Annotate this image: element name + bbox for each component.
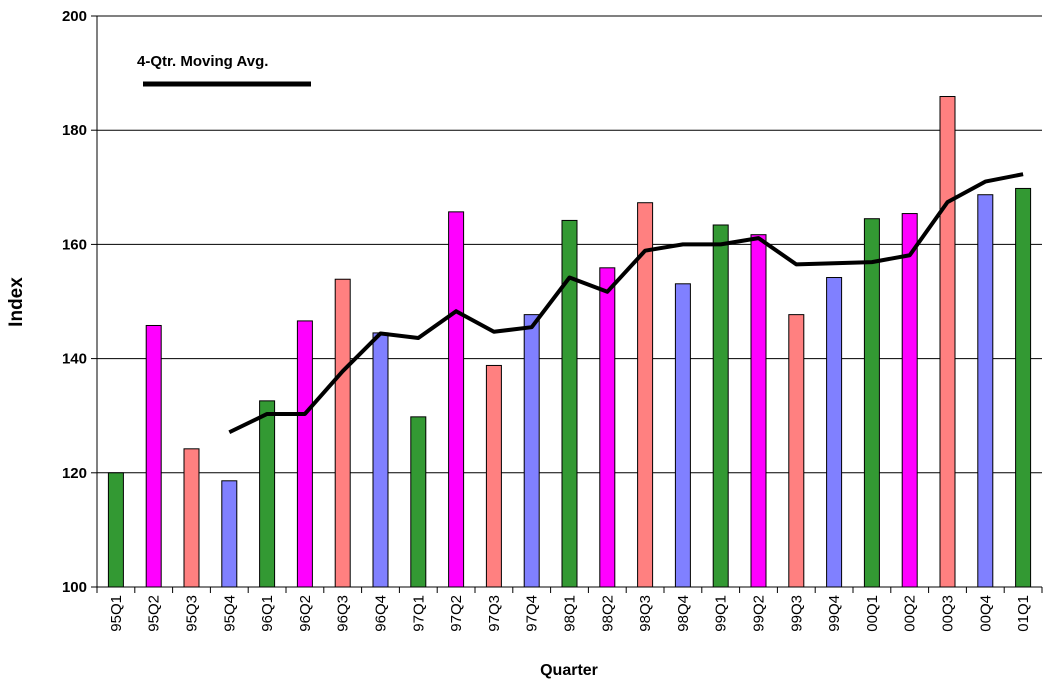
bar bbox=[221, 480, 238, 588]
bar bbox=[901, 213, 918, 588]
bar bbox=[296, 320, 313, 588]
x-tick-label: 95Q2 bbox=[146, 595, 163, 632]
y-tick-label: 120 bbox=[62, 465, 87, 482]
x-axis-label: Quarter bbox=[540, 662, 598, 679]
x-tick-label: 96Q3 bbox=[335, 595, 352, 632]
line bbox=[228, 172, 1024, 435]
y-tick-label: 100 bbox=[62, 579, 87, 596]
bar bbox=[939, 96, 956, 588]
bar bbox=[485, 364, 502, 588]
bar bbox=[334, 278, 351, 588]
x-tick-label: 00Q4 bbox=[977, 595, 994, 632]
bar bbox=[183, 448, 200, 588]
y-tick-label: 140 bbox=[62, 351, 87, 368]
x-tick-label: 96Q4 bbox=[373, 595, 390, 632]
y-tick-label: 180 bbox=[62, 122, 87, 139]
x-tick-label: 01Q1 bbox=[1015, 595, 1032, 632]
bar bbox=[750, 234, 767, 588]
x-tick-label: 97Q2 bbox=[448, 595, 465, 632]
x-tick-label: 00Q1 bbox=[864, 595, 881, 632]
x-tick-label: 99Q3 bbox=[788, 595, 805, 632]
bar bbox=[1015, 187, 1032, 588]
bar bbox=[107, 472, 124, 588]
x-tick-label: 96Q1 bbox=[259, 595, 276, 632]
x-tick-label: 99Q4 bbox=[826, 595, 843, 632]
y-tick-label: 200 bbox=[62, 8, 87, 25]
x-tick-label: 99Q1 bbox=[713, 595, 730, 632]
x-tick-label: 97Q1 bbox=[410, 595, 427, 632]
bar bbox=[372, 332, 389, 588]
bar bbox=[448, 211, 465, 588]
bar bbox=[410, 416, 427, 588]
bar bbox=[599, 267, 616, 588]
bar bbox=[259, 400, 276, 588]
x-tick-label: 97Q3 bbox=[486, 595, 503, 632]
x-tick-label: 98Q1 bbox=[562, 595, 579, 632]
bar bbox=[523, 314, 540, 588]
x-tick-label: 98Q2 bbox=[599, 595, 616, 632]
x-tick-label: 00Q2 bbox=[902, 595, 919, 632]
x-tick-label: 99Q2 bbox=[751, 595, 768, 632]
y-axis-label: Index bbox=[6, 277, 27, 327]
bar bbox=[145, 324, 162, 588]
x-tick-label: 96Q2 bbox=[297, 595, 314, 632]
bar bbox=[561, 219, 578, 588]
legend-label: 4-Qtr. Moving Avg. bbox=[137, 53, 268, 70]
x-tick-label: 95Q4 bbox=[221, 595, 238, 632]
x-tick-label: 98Q3 bbox=[637, 595, 654, 632]
bar bbox=[977, 194, 994, 588]
bar bbox=[712, 224, 729, 588]
x-tick-label: 98Q4 bbox=[675, 595, 692, 632]
x-tick-label: 97Q4 bbox=[524, 595, 541, 632]
bar bbox=[788, 314, 805, 588]
bar bbox=[863, 218, 880, 588]
x-tick-label: 95Q3 bbox=[184, 595, 201, 632]
y-tick-label: 160 bbox=[62, 236, 87, 253]
bar bbox=[637, 202, 654, 588]
x-tick-label: 00Q3 bbox=[940, 595, 957, 632]
bar bbox=[674, 283, 691, 588]
bar bbox=[826, 277, 843, 588]
x-tick-label: 95Q1 bbox=[108, 595, 125, 632]
